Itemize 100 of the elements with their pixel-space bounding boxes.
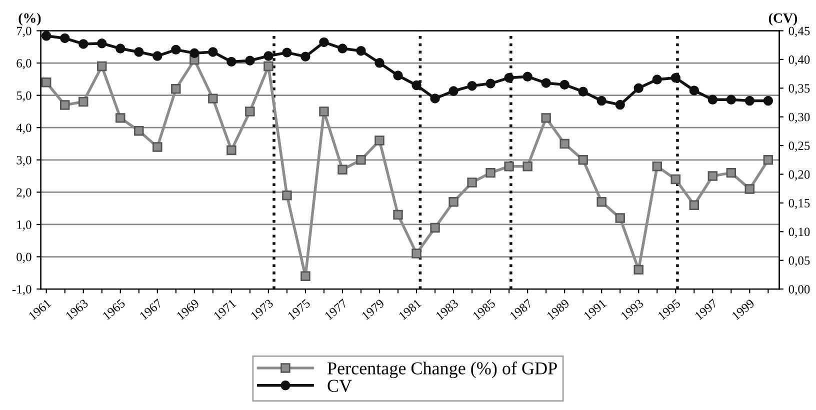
y-tick-label: 4,0 bbox=[16, 124, 32, 134]
point bbox=[319, 37, 329, 48]
point bbox=[208, 94, 218, 104]
x-tick-label: 1979 bbox=[361, 298, 385, 320]
x-tick-label: 1995 bbox=[658, 298, 681, 320]
point bbox=[467, 178, 477, 188]
point bbox=[763, 155, 774, 165]
y-tick-label: 0,0 bbox=[16, 252, 32, 264]
point bbox=[615, 100, 625, 110]
y2-tick-label: 0,45 bbox=[788, 26, 810, 38]
point bbox=[264, 61, 274, 72]
point bbox=[560, 138, 570, 149]
point bbox=[171, 44, 181, 55]
point bbox=[504, 72, 514, 83]
point bbox=[134, 47, 144, 57]
point bbox=[578, 155, 588, 165]
y2-tick-label: 0,25 bbox=[788, 142, 810, 152]
point bbox=[78, 39, 88, 49]
y-tick-label: 2,0 bbox=[16, 188, 32, 198]
point bbox=[393, 70, 403, 80]
point bbox=[245, 56, 255, 66]
point bbox=[726, 94, 736, 104]
point bbox=[634, 83, 644, 94]
x-tick-label: 1963 bbox=[65, 298, 89, 320]
point bbox=[97, 61, 107, 72]
x-tick-label: 1999 bbox=[732, 298, 755, 320]
point bbox=[634, 264, 644, 275]
point bbox=[541, 113, 551, 123]
point bbox=[652, 74, 662, 84]
x-tick-label: 1981 bbox=[398, 298, 422, 320]
x-tick-label: 1985 bbox=[472, 298, 496, 320]
point bbox=[486, 168, 496, 178]
point bbox=[504, 161, 514, 172]
point bbox=[560, 80, 570, 90]
point bbox=[467, 80, 477, 91]
point bbox=[522, 72, 532, 82]
point bbox=[338, 44, 348, 54]
y2-tick-label: 0,10 bbox=[788, 228, 810, 238]
y-tick-label: -1,0 bbox=[12, 285, 32, 296]
point bbox=[226, 56, 236, 67]
point bbox=[60, 33, 70, 44]
point bbox=[689, 86, 700, 96]
point bbox=[596, 96, 606, 106]
point bbox=[412, 248, 422, 258]
point bbox=[41, 78, 52, 88]
legend-label: Percentage Change (%) of GDP bbox=[328, 362, 557, 378]
x-tick-label: 1965 bbox=[102, 298, 126, 320]
point bbox=[41, 31, 52, 41]
point bbox=[486, 78, 496, 88]
point bbox=[116, 113, 126, 123]
point bbox=[116, 44, 126, 54]
point bbox=[338, 164, 348, 174]
y2-tick-label: 0,30 bbox=[788, 112, 810, 124]
point bbox=[97, 38, 107, 48]
point bbox=[300, 52, 310, 62]
x-tick-label: 1983 bbox=[435, 298, 459, 320]
point bbox=[744, 96, 755, 106]
y-axis-title: (%) bbox=[18, 12, 41, 26]
point bbox=[448, 197, 458, 207]
y-tick-label: 3,0 bbox=[16, 156, 32, 166]
y-tick-label: 1,0 bbox=[17, 220, 32, 231]
point bbox=[615, 213, 625, 223]
x-tick-label: 1993 bbox=[620, 298, 644, 320]
point bbox=[522, 161, 532, 172]
point bbox=[430, 222, 440, 233]
y-tick-label: 5,0 bbox=[16, 91, 32, 102]
point bbox=[60, 100, 70, 110]
point bbox=[374, 58, 384, 68]
point bbox=[393, 210, 403, 220]
point bbox=[190, 48, 200, 58]
point bbox=[744, 184, 755, 194]
point bbox=[264, 51, 274, 61]
point bbox=[596, 197, 606, 207]
point bbox=[282, 48, 292, 58]
point bbox=[356, 155, 366, 165]
point bbox=[670, 72, 680, 83]
point bbox=[152, 142, 162, 152]
x-tick-label: 1961 bbox=[28, 298, 52, 320]
point bbox=[319, 106, 329, 116]
y-tick-label: 7,0 bbox=[16, 26, 32, 38]
point bbox=[670, 174, 680, 184]
point bbox=[652, 161, 662, 172]
point bbox=[412, 80, 422, 90]
y-tick-label: 6,0 bbox=[16, 59, 32, 70]
point bbox=[171, 84, 181, 94]
point bbox=[282, 190, 292, 200]
point bbox=[689, 200, 700, 210]
x-tick-label: 1973 bbox=[250, 298, 274, 320]
y2-tick-label: 0,35 bbox=[788, 84, 810, 94]
point bbox=[245, 106, 255, 116]
y2-tick-label: 0,05 bbox=[788, 256, 810, 267]
point bbox=[300, 271, 310, 281]
point bbox=[208, 47, 218, 57]
point bbox=[78, 96, 88, 107]
x-tick-label: 1969 bbox=[176, 298, 200, 320]
x-tick-label: 1991 bbox=[584, 298, 607, 320]
point bbox=[708, 171, 718, 181]
point bbox=[430, 94, 440, 104]
y2-tick-label: 0,20 bbox=[788, 170, 810, 181]
point bbox=[763, 96, 774, 106]
